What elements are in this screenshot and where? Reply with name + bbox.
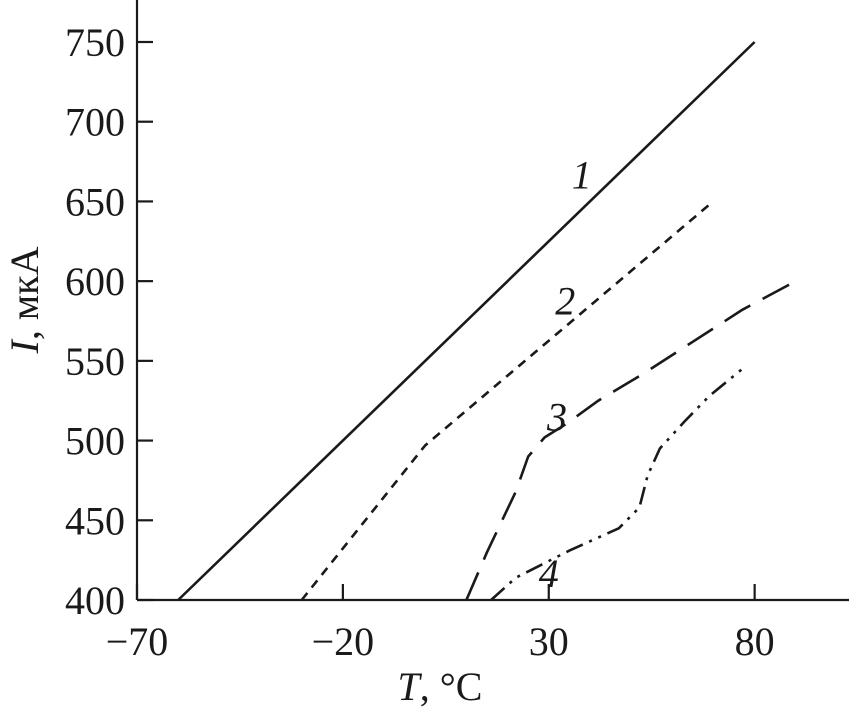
series-label-2: 2 bbox=[555, 278, 575, 323]
y-tick-label: 400 bbox=[65, 578, 125, 623]
x-tick-label: −70 bbox=[106, 619, 169, 664]
series-layer bbox=[177, 41, 797, 601]
y-tick-label: 750 bbox=[65, 20, 125, 65]
y-axis-label: I, мкА bbox=[2, 246, 47, 354]
y-tick-label: 650 bbox=[65, 179, 125, 224]
x-axis-symbol: T bbox=[398, 664, 423, 709]
series-line-4 bbox=[490, 364, 748, 601]
y-axis-unit: , мкА bbox=[2, 246, 47, 340]
x-axis-label: T, °C bbox=[398, 664, 483, 709]
series-label-3: 3 bbox=[546, 395, 567, 440]
x-tick-label: −20 bbox=[312, 619, 375, 664]
y-tick-label: 500 bbox=[65, 419, 125, 464]
y-tick-label: 550 bbox=[65, 339, 125, 384]
y-tick-label: 450 bbox=[65, 498, 125, 543]
x-axis-unit: , °C bbox=[420, 664, 483, 709]
series-label-4: 4 bbox=[539, 551, 559, 596]
series-line-1 bbox=[177, 41, 756, 601]
y-axis: 400 450 500 550 600 650 700 750 bbox=[65, 0, 153, 623]
series-label-1: 1 bbox=[572, 152, 592, 197]
series-line-2 bbox=[300, 203, 711, 601]
series-line-3 bbox=[465, 279, 797, 601]
x-axis: −70 −20 30 80 bbox=[106, 584, 849, 664]
x-tick-label: 80 bbox=[735, 619, 775, 664]
y-axis-symbol: I bbox=[2, 338, 47, 354]
y-tick-label: 600 bbox=[65, 259, 125, 304]
y-tick-label: 700 bbox=[65, 100, 125, 145]
label-layer: 1 2 3 4 bbox=[539, 152, 592, 596]
x-tick-label: 30 bbox=[529, 619, 569, 664]
